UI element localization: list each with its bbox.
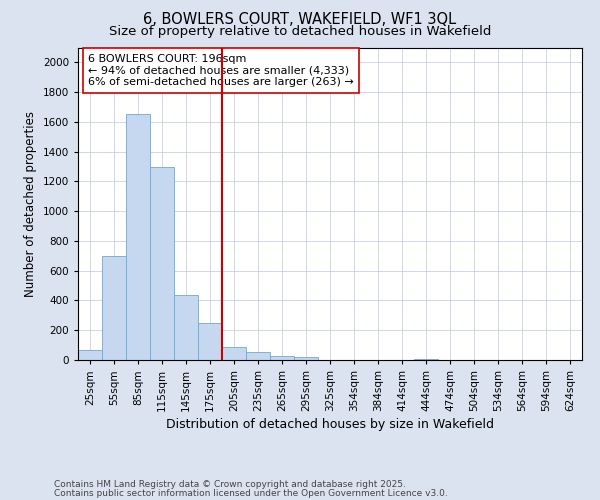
Bar [246,352,270,360]
Bar [414,358,438,360]
Bar [294,357,318,360]
X-axis label: Distribution of detached houses by size in Wakefield: Distribution of detached houses by size … [166,418,494,431]
Bar [102,256,126,360]
Text: Contains HM Land Registry data © Crown copyright and database right 2025.: Contains HM Land Registry data © Crown c… [54,480,406,489]
Y-axis label: Number of detached properties: Number of detached properties [24,111,37,296]
Text: 6 BOWLERS COURT: 196sqm
← 94% of detached houses are smaller (4,333)
6% of semi-: 6 BOWLERS COURT: 196sqm ← 94% of detache… [88,54,354,87]
Bar [270,356,294,360]
Text: Size of property relative to detached houses in Wakefield: Size of property relative to detached ho… [109,25,491,38]
Bar [150,166,174,360]
Text: Contains public sector information licensed under the Open Government Licence v3: Contains public sector information licen… [54,488,448,498]
Bar [174,294,198,360]
Bar [222,346,246,360]
Text: 6, BOWLERS COURT, WAKEFIELD, WF1 3QL: 6, BOWLERS COURT, WAKEFIELD, WF1 3QL [143,12,457,28]
Bar [126,114,150,360]
Bar [78,350,102,360]
Bar [198,323,222,360]
